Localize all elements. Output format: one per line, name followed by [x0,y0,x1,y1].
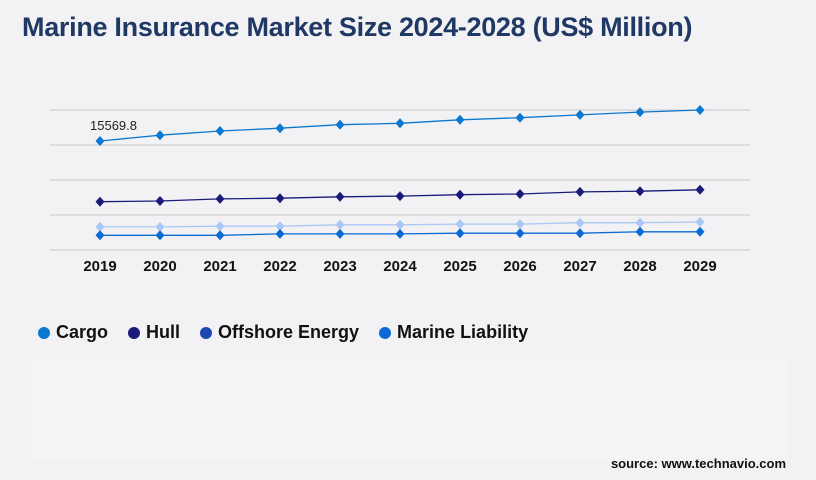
chart-title: Marine Insurance Market Size 2024-2028 (… [22,12,693,42]
source-text: source: www.technavio.com [610,456,786,471]
data-point [575,217,585,228]
data-point [95,230,105,241]
data-label: 15569.8 [90,118,137,133]
data-point [155,230,165,241]
data-point [635,217,645,228]
data-point [215,126,225,136]
data-point [275,221,285,232]
data-point [695,226,705,237]
data-point [275,193,285,204]
x-tick-label: 2027 [563,258,596,275]
data-point [395,228,405,239]
data-point [335,119,345,130]
data-point [215,221,225,232]
legend-marker-icon [128,326,141,339]
data-point [395,118,405,129]
data-point [575,186,585,197]
data-point [155,196,165,206]
data-point [695,217,705,227]
x-tick-label: 2020 [143,258,176,275]
legend-marker-icon [379,326,392,339]
x-tick-label: 2021 [203,258,236,275]
data-point [515,219,525,230]
legend-item: Cargo [38,322,108,343]
data-point [335,228,345,239]
x-tick-label: 2025 [443,258,476,275]
legend-label: Marine Liability [397,322,529,342]
data-point [455,114,465,125]
data-point [695,184,705,195]
data-point [575,109,585,120]
data-point [275,228,285,239]
x-tick-label: 2024 [383,258,417,275]
data-point [155,221,165,232]
legend-marker-icon [200,326,213,339]
data-point [695,105,705,115]
data-point [215,230,225,241]
legend-item: Marine Liability [379,322,528,343]
x-tick-label: 2022 [263,258,296,275]
legend-marker-icon [38,326,50,339]
legend-label: Cargo [56,322,109,342]
data-point [395,191,405,202]
data-point [455,219,465,230]
data-point [95,136,105,147]
data-point [395,219,405,230]
data-point [575,228,585,239]
x-tick-label: 2029 [683,258,716,275]
x-tick-label: 2028 [623,258,656,275]
data-point [635,107,645,118]
data-point [95,196,105,207]
x-tick-label: 2026 [503,258,536,275]
data-point [455,228,465,239]
x-tick-label: 2019 [83,258,116,275]
legend-item: Hull [128,322,180,343]
data-point [455,189,465,200]
data-point [335,191,345,202]
data-point [635,186,645,197]
data-point [155,130,165,141]
data-point [635,226,645,237]
data-point [95,221,105,232]
data-point [215,193,225,204]
data-point [275,123,285,134]
data-point [515,189,525,199]
background-panel [32,360,788,460]
data-point [515,112,525,123]
legend: Cargo Hull Offshore Energy Marine Liability [38,322,528,343]
x-tick-label: 2023 [323,258,356,275]
data-point [515,228,525,239]
legend-label: Offshore Energy [218,322,360,342]
legend-item: Offshore Energy [200,322,359,343]
legend-label: Hull [146,322,181,342]
data-point [335,219,345,230]
